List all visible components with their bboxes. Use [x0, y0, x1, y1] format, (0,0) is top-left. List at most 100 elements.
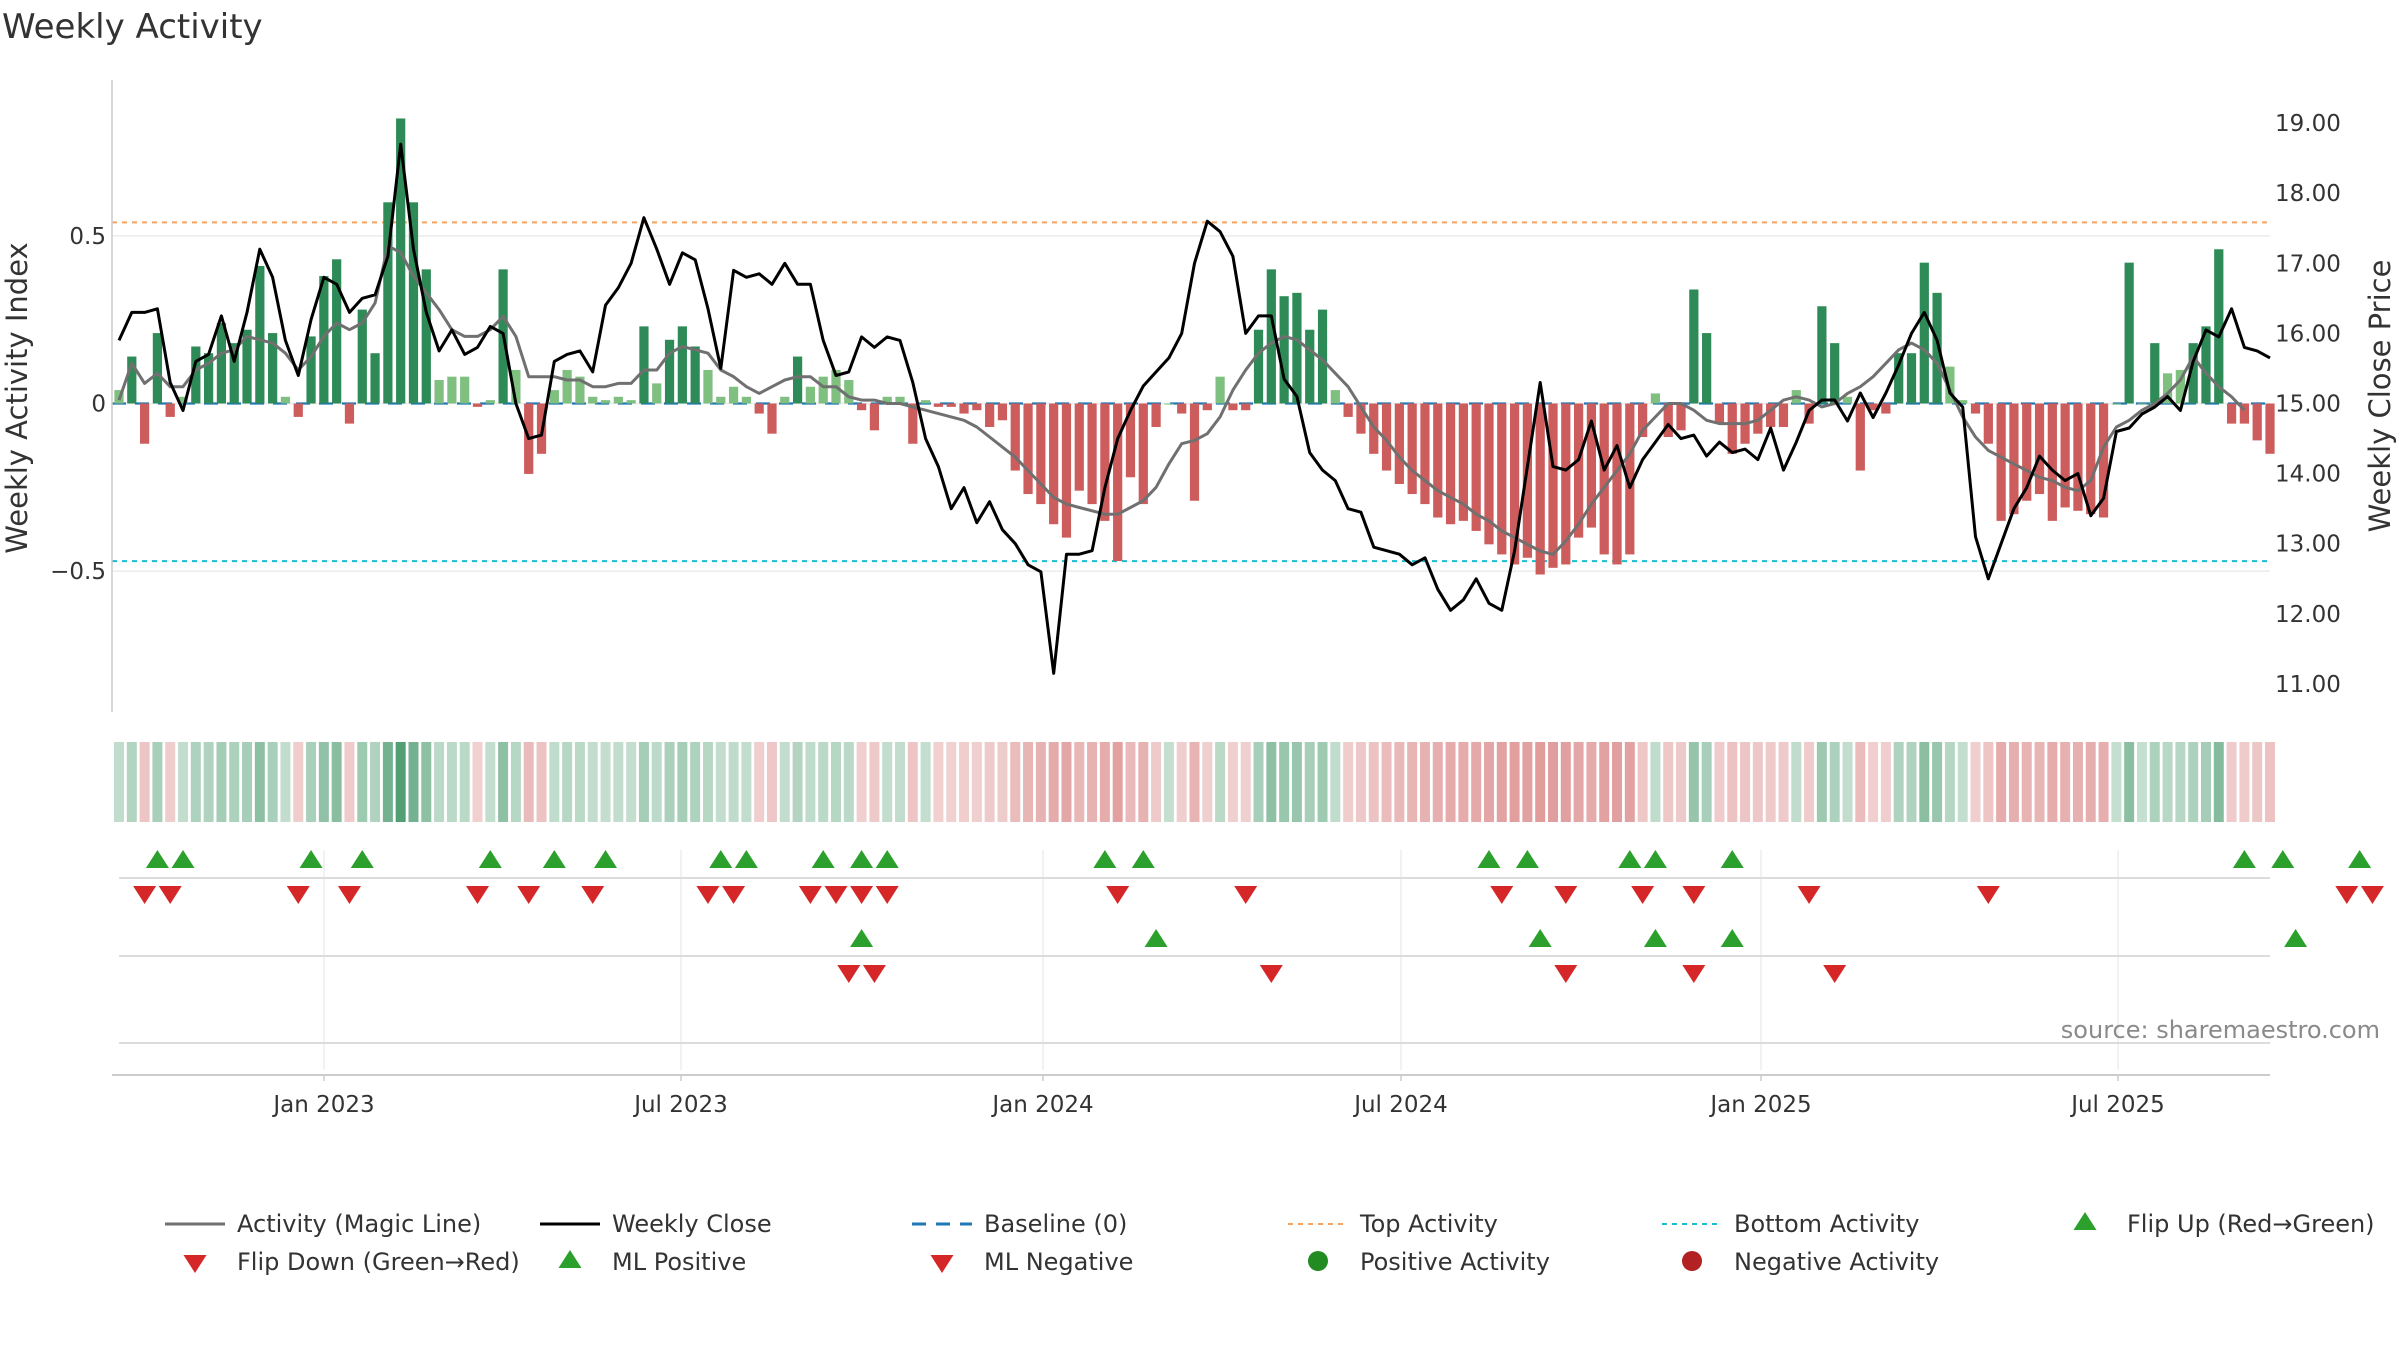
activity-bar [1471, 403, 1481, 531]
activity-bar [1164, 403, 1174, 405]
activity-bar [1458, 403, 1468, 521]
activity-strip-cell [1087, 742, 1098, 822]
flip-down-marker [286, 886, 310, 904]
activity-bar [2265, 403, 2275, 454]
activity-bar [306, 336, 316, 404]
activity-bar [1330, 390, 1340, 404]
activity-bar [1958, 400, 1968, 404]
activity-strip-cell [1778, 742, 1789, 822]
activity-strip-cell [382, 742, 393, 822]
activity-strip-cell [971, 742, 982, 822]
activity-strip-cell [165, 742, 176, 822]
activity-bar [997, 403, 1008, 421]
legend-item: Positive Activity [1308, 1248, 1550, 1276]
activity-bar [229, 343, 239, 404]
activity-strip-cell [1586, 742, 1597, 822]
activity-bar [588, 396, 598, 404]
activity-strip-cell [434, 742, 445, 822]
flip-down-marker [466, 886, 489, 904]
legend-down-triangle-icon [930, 1255, 954, 1273]
activity-strip-cell [1355, 742, 1366, 822]
legend-item: Top Activity [1288, 1210, 1498, 1238]
gridlines [112, 235, 2270, 1070]
left-tick-label: 0 [91, 392, 106, 418]
activity-strip-cell [242, 742, 253, 822]
activity-strip-cell [613, 742, 624, 822]
activity-strip-cell [2252, 742, 2263, 822]
activity-strip-cell [1714, 742, 1725, 822]
activity-bar [1509, 403, 1520, 565]
x-tick-label: Jul 2024 [1352, 1092, 1448, 1118]
activity-bar [370, 353, 380, 404]
activity-bar [1407, 403, 1417, 495]
activity-bar [895, 396, 905, 404]
activity-strip-cell [2111, 742, 2122, 822]
activity-strip-cell [229, 742, 240, 822]
activity-strip-cell [510, 742, 521, 822]
right-axis-label: Weekly Close Price [2363, 260, 2397, 533]
legend-down-triangle-icon [183, 1255, 207, 1273]
activity-bar [1842, 396, 1853, 404]
legend-item: Negative Activity [1682, 1248, 1939, 1276]
activity-strip-cell [203, 742, 214, 822]
flip-up-marker [2348, 850, 2372, 868]
activity-bar [2201, 326, 2211, 404]
activity-bar [1023, 403, 1033, 495]
activity-bar [1778, 403, 1789, 427]
activity-strip-cell [2047, 742, 2058, 822]
activity-strip-cell [1483, 742, 1494, 822]
activity-bar [844, 380, 854, 404]
activity-bar [1983, 403, 1993, 444]
activity-strip-cell [741, 742, 752, 822]
activity-bar [985, 403, 995, 427]
activity-strip-cell [1291, 742, 1302, 822]
legend-label: Weekly Close [612, 1210, 772, 1238]
activity-strip-cell [1650, 742, 1661, 822]
flip-up-marker [850, 850, 874, 868]
x-tick-label: Jan 2024 [990, 1092, 1093, 1118]
activity-strip-cell [1548, 742, 1558, 822]
flip-down-marker [1234, 886, 1258, 904]
legend-label: Flip Down (Green→Red) [237, 1248, 520, 1276]
signal-markers [133, 850, 2384, 983]
legend-item: Bottom Activity [1662, 1210, 1919, 1238]
flip-up-marker [299, 850, 323, 868]
flip-down-marker [850, 886, 874, 904]
flip-down-marker [581, 886, 605, 904]
activity-strip-cell [715, 742, 726, 822]
activity-strip-cell [2060, 742, 2071, 822]
activity-bar [703, 369, 713, 404]
activity-bar [613, 396, 623, 404]
activity-strip-cell [2265, 742, 2275, 822]
activity-bar [2252, 403, 2262, 441]
activity-strip-cell [792, 742, 803, 822]
activity-strip-cell [946, 742, 957, 822]
activity-bar [2047, 403, 2057, 521]
activity-bar [1445, 403, 1456, 525]
activity-strip-cell [1458, 742, 1469, 822]
activity-strip-cell [1471, 742, 1482, 822]
activity-strip-cell [1445, 742, 1456, 822]
activity-bar [959, 403, 969, 414]
flip-up-marker [594, 850, 618, 868]
activity-bar [1932, 292, 1942, 404]
ml-negative-marker [1554, 965, 1578, 983]
activity-bar [191, 346, 201, 404]
flip-up-marker [350, 850, 374, 868]
activity-bar [1151, 403, 1161, 427]
activity-bar [664, 339, 675, 404]
activity-strip-cell [395, 742, 406, 822]
flip-down-marker [517, 886, 541, 904]
activity-bar [1970, 403, 1981, 414]
activity-strip-cell [1765, 742, 1776, 822]
activity-strip-cell [1919, 742, 1930, 822]
right-tick-label: 19.00 [2275, 111, 2341, 137]
activity-strip-cell [843, 742, 854, 822]
weekly-close-series [117, 142, 2271, 675]
activity-bar [472, 403, 483, 407]
activity-strip-cell [856, 742, 867, 822]
activity-strip-cell [1983, 742, 1994, 822]
activity-bar [2086, 403, 2096, 515]
activity-strip-cell [702, 742, 713, 822]
